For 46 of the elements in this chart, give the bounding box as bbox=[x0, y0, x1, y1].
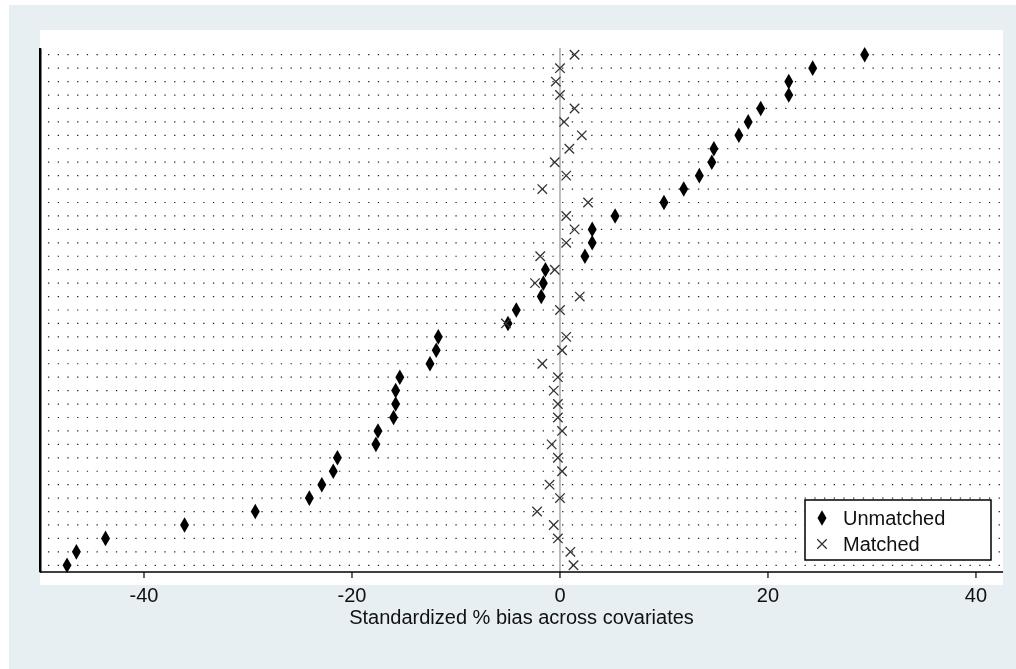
point bbox=[556, 344, 568, 356]
point bbox=[552, 371, 564, 383]
point bbox=[556, 465, 568, 477]
point bbox=[569, 103, 580, 114]
point bbox=[569, 224, 580, 235]
point bbox=[552, 533, 564, 544]
point bbox=[569, 49, 580, 61]
legend-label: Unmatched bbox=[843, 507, 946, 529]
point bbox=[554, 62, 566, 74]
x-axis-title: Standardized % bias across covariates bbox=[349, 606, 694, 628]
point bbox=[560, 331, 572, 343]
point bbox=[549, 264, 561, 276]
point bbox=[544, 479, 555, 491]
point bbox=[574, 291, 586, 302]
point bbox=[576, 129, 588, 141]
point bbox=[565, 546, 576, 558]
x-tick-label: 20 bbox=[756, 584, 780, 606]
point bbox=[549, 156, 561, 168]
legend-label: Matched bbox=[843, 533, 920, 555]
point bbox=[560, 237, 572, 249]
x-tick-label: -20 bbox=[337, 584, 367, 606]
point bbox=[536, 183, 548, 195]
point bbox=[560, 170, 572, 182]
point bbox=[552, 412, 564, 423]
point bbox=[563, 143, 575, 155]
point bbox=[582, 197, 594, 208]
point bbox=[548, 385, 560, 396]
point bbox=[552, 398, 564, 410]
x-tick-label: -40 bbox=[129, 584, 159, 606]
point bbox=[554, 89, 566, 101]
x-tick-label: 40 bbox=[964, 584, 988, 606]
point bbox=[534, 250, 546, 262]
point bbox=[552, 452, 564, 464]
point bbox=[558, 116, 570, 128]
point bbox=[554, 492, 566, 504]
point bbox=[546, 438, 558, 450]
point bbox=[548, 519, 560, 531]
point bbox=[568, 559, 579, 571]
point bbox=[529, 277, 541, 289]
point bbox=[560, 210, 572, 222]
point bbox=[531, 506, 543, 517]
point bbox=[536, 358, 548, 370]
x-tick-label: 0 bbox=[554, 584, 566, 606]
point bbox=[556, 425, 568, 437]
point bbox=[554, 304, 566, 316]
point bbox=[550, 76, 562, 87]
